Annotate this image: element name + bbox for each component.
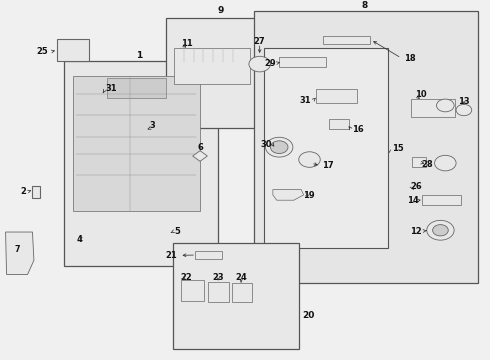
Text: 17: 17 <box>322 161 334 170</box>
Text: 5: 5 <box>174 227 180 236</box>
Text: 18: 18 <box>404 54 416 63</box>
Text: 7: 7 <box>15 245 20 254</box>
Bar <box>166 18 276 128</box>
Text: 20: 20 <box>302 311 315 320</box>
Polygon shape <box>193 151 207 161</box>
Circle shape <box>249 56 270 72</box>
Text: 24: 24 <box>235 274 247 283</box>
Text: 21: 21 <box>166 251 177 260</box>
Polygon shape <box>5 232 34 274</box>
Circle shape <box>437 99 454 112</box>
Text: 25: 25 <box>37 47 49 56</box>
Bar <box>412 157 426 167</box>
Bar <box>422 195 461 205</box>
Bar <box>264 48 388 248</box>
Bar <box>254 11 478 283</box>
Bar <box>32 186 40 198</box>
Text: 29: 29 <box>264 59 276 68</box>
Bar <box>208 282 229 302</box>
Bar <box>174 48 250 84</box>
Text: 4: 4 <box>76 235 82 244</box>
Text: 11: 11 <box>181 40 193 49</box>
Bar <box>107 78 166 98</box>
Circle shape <box>427 220 454 240</box>
Bar <box>323 36 369 44</box>
Text: 28: 28 <box>421 159 433 168</box>
Bar <box>411 99 455 117</box>
Text: 15: 15 <box>392 144 403 153</box>
Bar <box>172 243 299 349</box>
Text: 8: 8 <box>362 1 368 10</box>
Circle shape <box>435 155 456 171</box>
Text: 1: 1 <box>136 51 142 60</box>
Text: 31: 31 <box>300 96 312 105</box>
Bar <box>279 57 326 67</box>
Circle shape <box>299 152 320 167</box>
Bar <box>180 280 204 301</box>
Text: 26: 26 <box>410 181 422 190</box>
Bar <box>73 76 200 211</box>
Circle shape <box>433 225 448 236</box>
Text: 14: 14 <box>407 196 418 205</box>
Text: 16: 16 <box>352 125 364 134</box>
Bar <box>195 252 222 258</box>
Bar <box>329 119 348 130</box>
Text: 30: 30 <box>260 140 272 149</box>
Text: 31: 31 <box>106 84 118 93</box>
Text: 12: 12 <box>410 227 422 236</box>
Text: 9: 9 <box>218 6 224 15</box>
Bar <box>57 39 89 60</box>
Circle shape <box>90 89 103 98</box>
Bar <box>232 283 252 302</box>
Bar <box>316 89 357 103</box>
Text: 2: 2 <box>20 187 26 196</box>
Circle shape <box>270 141 288 153</box>
Text: 23: 23 <box>212 274 224 283</box>
Text: 19: 19 <box>303 191 314 200</box>
Bar <box>64 60 218 266</box>
Text: 22: 22 <box>180 274 192 283</box>
Text: 6: 6 <box>197 143 203 152</box>
Text: 27: 27 <box>254 37 266 46</box>
Circle shape <box>456 104 472 116</box>
Text: 3: 3 <box>150 121 155 130</box>
Polygon shape <box>273 190 304 200</box>
Text: 10: 10 <box>415 90 427 99</box>
Circle shape <box>266 137 293 157</box>
Text: 13: 13 <box>458 98 470 107</box>
